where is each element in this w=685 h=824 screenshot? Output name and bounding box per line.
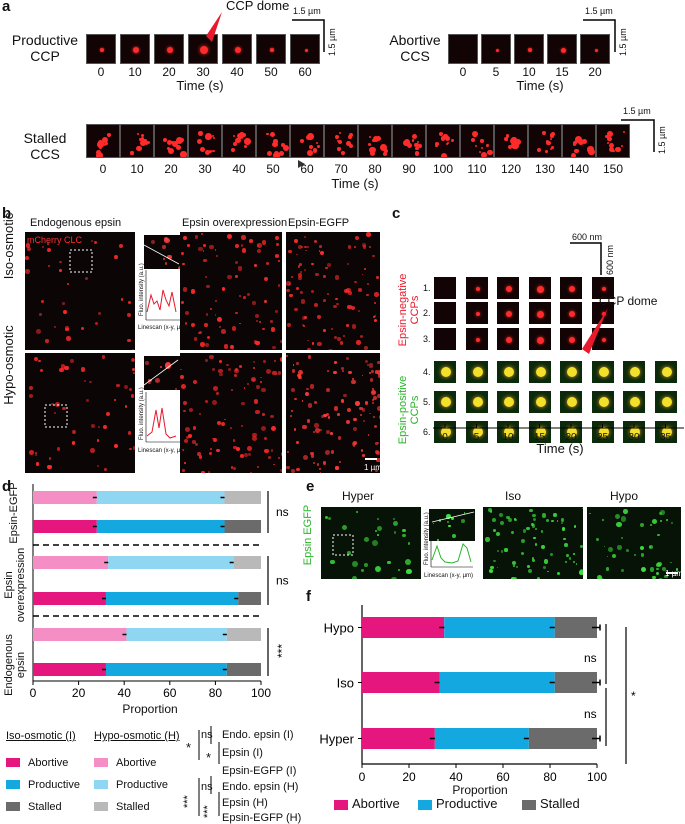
panel-c-axis <box>0 0 685 823</box>
